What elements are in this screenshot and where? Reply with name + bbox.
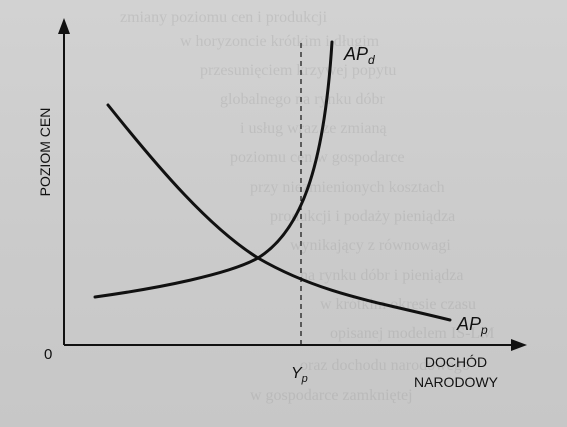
svg-text:oraz dochodu narodowego: oraz dochodu narodowego	[300, 357, 470, 374]
svg-text:przesunięciem krzywej popytu: przesunięciem krzywej popytu	[200, 62, 396, 79]
origin-label: 0	[44, 346, 52, 363]
curve-ap-d	[93, 40, 334, 299]
y-axis-arrow	[58, 18, 70, 34]
svg-text:w horyzoncie krótkim i długim: w horyzoncie krótkim i długim	[180, 33, 380, 50]
curve-ap-d-label: APd	[343, 44, 375, 67]
svg-text:zmiany poziomu cen i produkcji: zmiany poziomu cen i produkcji	[120, 9, 328, 26]
svg-text:globalnego na rynku dóbr: globalnego na rynku dóbr	[220, 91, 386, 108]
curve-ap-p-label: APp	[456, 314, 488, 337]
x-axis-arrow	[511, 339, 527, 351]
svg-text:wynikający z równowagi: wynikający z równowagi	[290, 237, 451, 254]
show-through-texture: zmiany poziomu cen i produkcji w horyzon…	[120, 9, 494, 404]
svg-text:i usług wraz ze zmianą: i usług wraz ze zmianą	[240, 120, 388, 137]
svg-text:produkcji i podaży pieniądza: produkcji i podaży pieniądza	[270, 208, 455, 225]
axes	[58, 18, 527, 351]
x-axis-label-line1: DOCHÓD	[425, 354, 487, 370]
y-axis-label: POZIOM CEN	[37, 108, 53, 197]
svg-text:przy niezmienionych kosztach: przy niezmienionych kosztach	[250, 179, 445, 196]
x-axis-label-line2: NARODOWY	[414, 374, 499, 390]
svg-text:w krótkim okresie czasu: w krótkim okresie czasu	[320, 296, 476, 313]
svg-text:na rynku dóbr i pieniądza: na rynku dóbr i pieniądza	[300, 267, 464, 284]
svg-text:w gospodarce zamkniętej: w gospodarce zamkniętej	[250, 387, 413, 404]
yp-label: Yp	[291, 365, 308, 385]
svg-text:opisanej modelem IS-LM: opisanej modelem IS-LM	[330, 325, 494, 342]
